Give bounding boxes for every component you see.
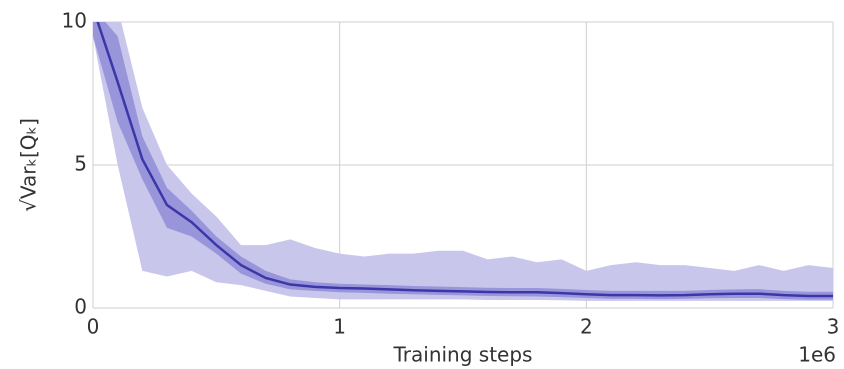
y-tick-label: 10 — [62, 9, 87, 33]
mean-line — [96, 22, 833, 298]
y-tick-label: 0 — [74, 295, 87, 319]
x-tick-label: 1 — [333, 315, 346, 339]
x-tick-label: 0 — [87, 315, 100, 339]
x-offset-label: 1e6 — [798, 343, 836, 367]
x-tick-label: 2 — [580, 315, 593, 339]
y-tick-label: 5 — [74, 152, 87, 176]
x-axis-label: Training steps — [393, 343, 533, 367]
y-axis-label: √Varₖ[Qₖ] — [17, 118, 41, 212]
x-tick-label: 3 — [827, 315, 840, 339]
band — [93, 22, 833, 301]
